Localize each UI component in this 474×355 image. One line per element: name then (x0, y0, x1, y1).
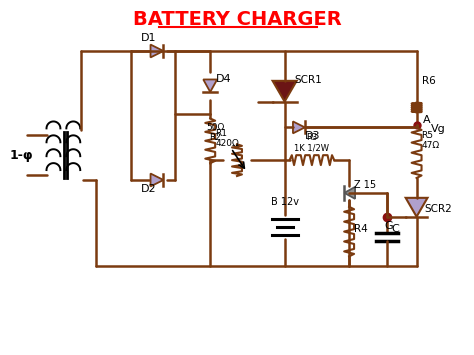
Text: D4: D4 (216, 74, 232, 84)
Polygon shape (203, 80, 217, 92)
Text: 1-φ: 1-φ (10, 149, 34, 162)
Text: Z 15: Z 15 (354, 180, 376, 190)
Text: D2: D2 (141, 184, 156, 194)
Text: 50Ω
R2: 50Ω R2 (206, 123, 224, 142)
Text: R4: R4 (354, 224, 368, 234)
Text: D1: D1 (141, 33, 156, 43)
Text: BATTERY CHARGER: BATTERY CHARGER (133, 10, 341, 29)
Polygon shape (151, 174, 164, 186)
Polygon shape (273, 81, 297, 102)
Text: R3
1K 1/2W: R3 1K 1/2W (294, 133, 329, 152)
Polygon shape (344, 187, 355, 199)
Polygon shape (151, 44, 164, 58)
Text: R1
420Ω: R1 420Ω (215, 129, 239, 148)
Polygon shape (406, 198, 428, 217)
Text: R5
47Ω: R5 47Ω (421, 131, 440, 150)
Text: A: A (422, 115, 430, 125)
Text: Vg: Vg (430, 124, 445, 134)
Text: C: C (392, 224, 400, 234)
Text: D3: D3 (304, 131, 320, 141)
Polygon shape (293, 121, 305, 133)
Text: SCR1: SCR1 (294, 75, 322, 85)
Text: G: G (384, 220, 393, 231)
Text: B 12v: B 12v (271, 197, 299, 207)
Text: R6: R6 (421, 76, 435, 86)
Text: SCR2: SCR2 (425, 204, 452, 214)
